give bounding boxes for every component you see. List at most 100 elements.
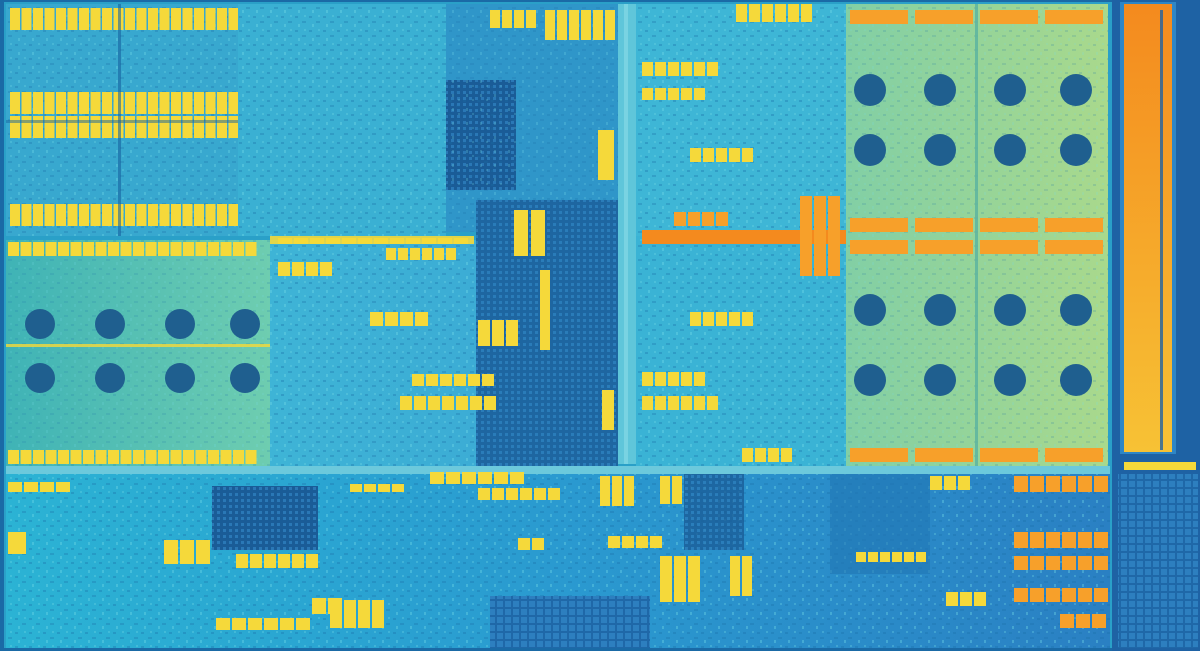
cache-line bbox=[208, 242, 219, 256]
core-unit bbox=[25, 309, 55, 339]
core-unit bbox=[854, 364, 886, 396]
cache-block bbox=[430, 472, 444, 484]
l3-cache-slice bbox=[980, 448, 1038, 462]
cache-line bbox=[194, 92, 204, 114]
cache-block bbox=[492, 488, 504, 500]
cache-block bbox=[781, 448, 792, 462]
cache-line bbox=[145, 450, 157, 464]
cache-block bbox=[904, 552, 914, 562]
cache-line bbox=[183, 242, 194, 256]
cache-line bbox=[194, 116, 204, 138]
cache-block bbox=[655, 88, 666, 100]
cache-line bbox=[21, 204, 32, 226]
cache-line bbox=[10, 204, 20, 226]
l3-cache-slice bbox=[915, 10, 973, 24]
cache-line bbox=[245, 450, 257, 464]
io-grid-right bbox=[1118, 474, 1198, 648]
cache-block bbox=[681, 62, 692, 76]
cache-block bbox=[296, 618, 310, 630]
horizontal-bus bbox=[6, 466, 1110, 474]
cache-block bbox=[446, 248, 456, 260]
cache-block bbox=[702, 212, 714, 226]
cache-line bbox=[182, 116, 193, 138]
cache-line bbox=[102, 8, 112, 30]
cache-block bbox=[608, 536, 620, 548]
cache-block bbox=[454, 374, 466, 386]
cache-block bbox=[1078, 476, 1092, 492]
cache-line bbox=[79, 92, 89, 114]
cache-block bbox=[655, 396, 666, 410]
l3-cache-slice bbox=[850, 240, 908, 254]
cache-block bbox=[534, 488, 546, 500]
cache-block bbox=[292, 554, 304, 568]
cache-line bbox=[6, 344, 270, 347]
cache-block bbox=[56, 482, 70, 492]
cache-block bbox=[1030, 556, 1044, 570]
cache-block bbox=[788, 4, 799, 22]
cache-block bbox=[328, 598, 342, 614]
cache-block bbox=[828, 196, 840, 276]
core-unit bbox=[994, 364, 1026, 396]
cache-block bbox=[688, 212, 700, 226]
cache-block bbox=[681, 372, 692, 386]
cache-line bbox=[79, 204, 89, 226]
cache-line bbox=[108, 450, 119, 464]
l3-cache-slice bbox=[1045, 240, 1103, 254]
cache-block bbox=[520, 488, 532, 500]
cache-line bbox=[44, 92, 55, 114]
core-units-left bbox=[6, 242, 270, 464]
cache-block bbox=[378, 484, 390, 492]
cache-block bbox=[1060, 614, 1074, 628]
cache-block bbox=[434, 248, 444, 260]
cache-line bbox=[70, 242, 82, 256]
cache-block bbox=[8, 532, 26, 554]
cache-block bbox=[482, 374, 494, 386]
cache-block bbox=[762, 4, 773, 22]
cache-block bbox=[703, 312, 714, 326]
cache-line bbox=[20, 450, 32, 464]
cache-block bbox=[642, 396, 653, 410]
cache-line bbox=[10, 92, 20, 114]
cache-line bbox=[33, 242, 44, 256]
cache-line bbox=[79, 116, 89, 138]
cache-line bbox=[58, 242, 69, 256]
l3-cache-slice bbox=[915, 218, 973, 232]
core-unit bbox=[1060, 364, 1092, 396]
cache-block bbox=[742, 312, 753, 326]
cache-line bbox=[217, 204, 227, 226]
core-unit bbox=[1060, 134, 1092, 166]
cache-block bbox=[729, 148, 740, 162]
cache-line bbox=[133, 242, 144, 256]
cache-block bbox=[605, 10, 615, 40]
core-unit bbox=[230, 363, 260, 393]
cache-line bbox=[45, 450, 57, 464]
cache-block bbox=[892, 552, 902, 562]
l3-cache-slice bbox=[850, 10, 908, 24]
cache-block bbox=[636, 536, 648, 548]
cache-line bbox=[90, 8, 101, 30]
grid-block-bottom bbox=[490, 596, 650, 648]
cache-line bbox=[33, 204, 43, 226]
cache-block bbox=[749, 4, 760, 22]
cache-block bbox=[1046, 476, 1060, 492]
cache-block bbox=[1094, 556, 1108, 570]
l3-cache-slice bbox=[980, 240, 1038, 254]
cache-block bbox=[264, 618, 278, 630]
cache-line bbox=[148, 8, 158, 30]
cache-block bbox=[278, 262, 290, 276]
cache-line bbox=[228, 8, 239, 30]
cache-block bbox=[729, 312, 740, 326]
core-unit bbox=[25, 363, 55, 393]
cache-block bbox=[1030, 476, 1044, 492]
cache-block bbox=[236, 554, 248, 568]
cache-block bbox=[655, 62, 666, 76]
cache-line bbox=[58, 450, 69, 464]
cache-block bbox=[624, 476, 634, 506]
cache-block bbox=[446, 472, 460, 484]
l3-cache-slice bbox=[980, 218, 1038, 232]
cache-line bbox=[220, 242, 232, 256]
cache-block bbox=[400, 312, 413, 326]
cache-line bbox=[70, 450, 82, 464]
cache-line bbox=[183, 450, 194, 464]
